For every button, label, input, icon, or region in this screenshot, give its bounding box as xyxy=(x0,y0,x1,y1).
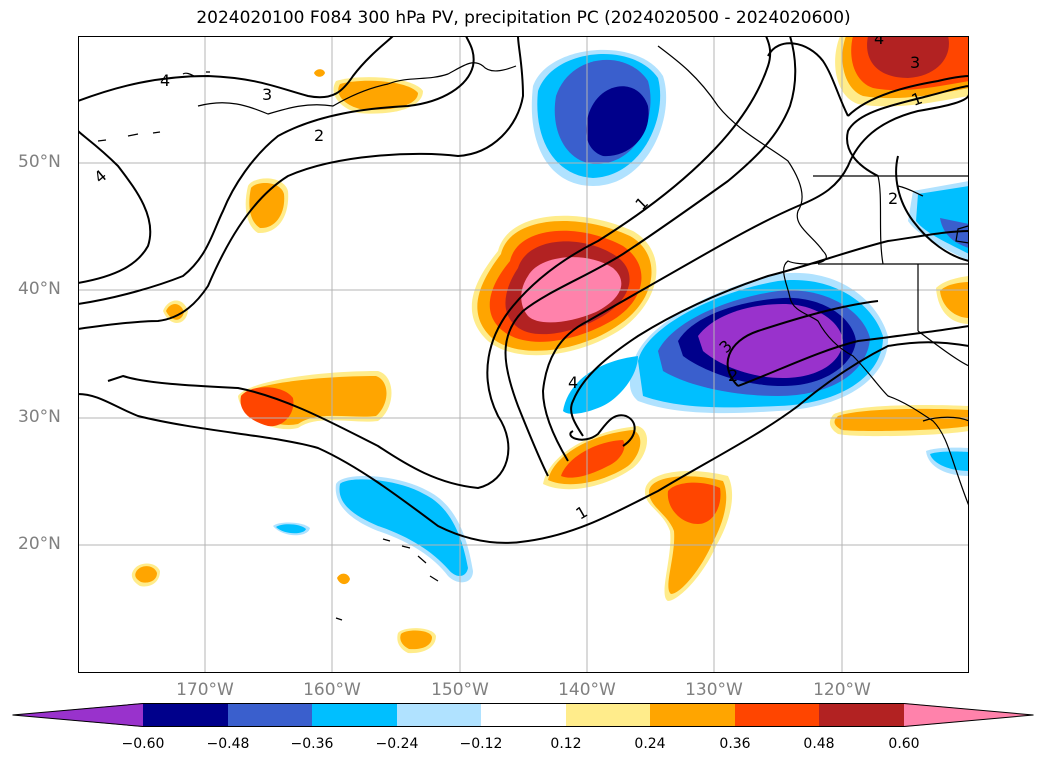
colorbar-segment xyxy=(650,703,735,727)
contour-label: 2 xyxy=(728,366,738,385)
colorbar-tick: −0.12 xyxy=(459,736,503,752)
contour-label: 1 xyxy=(573,502,591,524)
colorbar-segment xyxy=(735,703,819,727)
map-panel: 4 3 2 4 1 4 3 3 2 1 1 2 4 xyxy=(78,36,969,673)
map-frame xyxy=(78,36,969,673)
lon-label-130w: 130°W xyxy=(685,680,743,700)
lat-label-20n: 20°N xyxy=(18,534,61,554)
map-svg: 4 3 2 4 1 4 3 3 2 1 1 2 4 xyxy=(78,36,969,673)
contour-label: 3 xyxy=(910,53,920,72)
contour-label: 2 xyxy=(314,126,324,145)
lat-label-30n: 30°N xyxy=(18,407,61,427)
contour-label: 4 xyxy=(90,166,110,187)
graticule xyxy=(78,36,969,673)
colorbar-tick: −0.48 xyxy=(206,736,250,752)
contour-label: 4 xyxy=(160,71,170,90)
colorbar-segment xyxy=(566,703,650,727)
lon-label-170w: 170°W xyxy=(176,680,234,700)
colorbar-tick: 0.12 xyxy=(550,736,582,752)
colorbar-tick: 0.36 xyxy=(719,736,751,752)
colorbar-tick: −0.60 xyxy=(121,736,165,752)
coastlines xyxy=(97,45,969,621)
colorbar-tick: −0.24 xyxy=(375,736,419,752)
colorbar-segment xyxy=(143,703,228,727)
colorbar-tick: 0.24 xyxy=(634,736,666,752)
colorbar-segment xyxy=(904,703,1034,727)
colorbar-tick: 0.48 xyxy=(803,736,835,752)
lon-label-150w: 150°W xyxy=(431,680,489,700)
colorbar-outline xyxy=(12,703,1034,727)
contour-label: 4 xyxy=(874,36,884,48)
lon-label-160w: 160°W xyxy=(303,680,361,700)
contour-label: 3 xyxy=(262,85,272,104)
lon-label-120w: 120°W xyxy=(813,680,871,700)
colorbar-segment xyxy=(819,703,904,727)
map-title: 2024020100 F084 300 hPa PV, precipitatio… xyxy=(196,8,851,28)
lat-label-50n: 50°N xyxy=(18,152,61,172)
colorbar xyxy=(12,703,1034,727)
colorbar-tick: −0.36 xyxy=(290,736,334,752)
colorbar-segment xyxy=(228,703,312,727)
colorbar-tick: 0.60 xyxy=(888,736,920,752)
pv-contours xyxy=(78,36,969,544)
contour-label: 1 xyxy=(631,193,652,214)
colorbar-segment xyxy=(397,703,481,727)
lon-label-140w: 140°W xyxy=(558,680,616,700)
lat-label-40n: 40°N xyxy=(18,279,61,299)
colorbar-segment xyxy=(312,703,397,727)
colorbar-segment xyxy=(481,703,566,727)
contour-label: 4 xyxy=(568,373,578,392)
colorbar-segment xyxy=(12,703,143,727)
contour-label: 2 xyxy=(888,189,898,208)
